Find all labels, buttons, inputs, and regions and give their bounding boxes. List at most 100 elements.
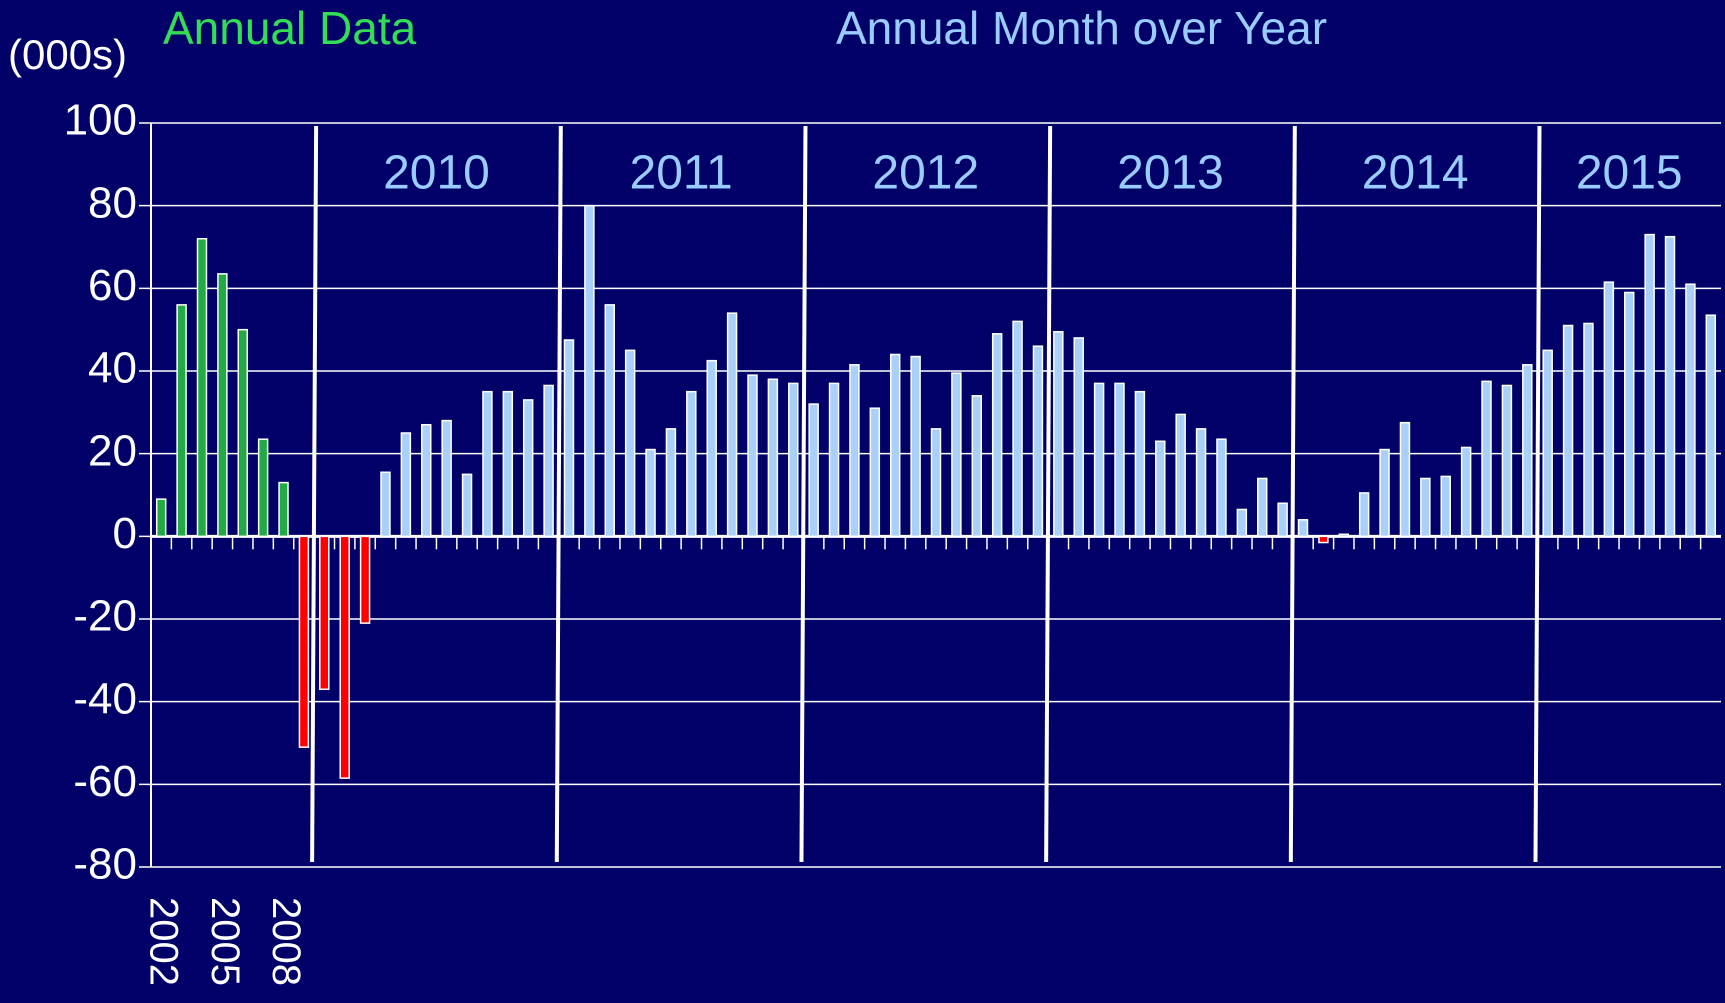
x-tick-label: 2005 xyxy=(203,897,247,986)
bar xyxy=(706,359,717,538)
group-label: 2015 xyxy=(1576,147,1683,200)
group-separator xyxy=(1288,125,1297,863)
y-tick-label: -40 xyxy=(73,674,137,723)
bar xyxy=(1562,324,1574,538)
x-tick-label: 2008 xyxy=(264,897,308,986)
bar xyxy=(339,535,350,779)
bar xyxy=(380,471,391,538)
bar xyxy=(828,382,840,538)
bar xyxy=(624,349,636,538)
y-tick-label: 40 xyxy=(88,344,137,393)
bar xyxy=(482,390,493,538)
group-label: 2013 xyxy=(1117,147,1224,200)
bar xyxy=(1318,535,1329,544)
group-label: 2012 xyxy=(872,147,979,200)
series-title: Annual Month over Year xyxy=(836,2,1327,54)
bar xyxy=(1358,492,1370,538)
bar xyxy=(237,328,248,538)
bar xyxy=(971,395,983,538)
bar xyxy=(196,237,208,538)
bar xyxy=(1705,314,1717,538)
bar xyxy=(359,535,371,624)
bar xyxy=(1420,477,1431,538)
y-tick-label: 20 xyxy=(88,426,137,475)
bar xyxy=(1134,390,1146,538)
y-axis-label: (000s) xyxy=(8,31,127,78)
bar xyxy=(421,423,432,538)
bar xyxy=(1399,421,1411,538)
bar xyxy=(543,384,554,538)
group-separator xyxy=(1044,125,1053,863)
bar xyxy=(889,353,901,538)
group-separator xyxy=(554,125,563,863)
bar xyxy=(1114,382,1125,538)
bar xyxy=(1644,233,1655,538)
bar xyxy=(930,428,942,538)
bar xyxy=(400,432,412,538)
bar xyxy=(1603,281,1615,538)
bar xyxy=(747,374,758,538)
bar xyxy=(1522,364,1533,538)
bar xyxy=(1155,440,1166,538)
bar xyxy=(1481,380,1492,538)
bar xyxy=(645,448,656,538)
bar xyxy=(1542,349,1553,538)
bar xyxy=(298,535,310,748)
bar xyxy=(1583,322,1594,538)
bar xyxy=(1236,508,1248,538)
bar xyxy=(1338,533,1350,538)
bar xyxy=(1379,448,1390,538)
bar xyxy=(808,403,819,538)
y-tick-label: 100 xyxy=(64,96,137,145)
bar xyxy=(257,438,269,538)
bar xyxy=(584,204,595,538)
x-tick-label: 2002 xyxy=(142,897,186,986)
bar xyxy=(1664,235,1676,538)
bar xyxy=(461,473,473,538)
bar xyxy=(1073,337,1084,538)
bar xyxy=(217,273,228,538)
bar xyxy=(1685,283,1696,538)
group-separator xyxy=(799,125,808,863)
bar xyxy=(1460,446,1472,538)
bar xyxy=(991,333,1003,538)
group-separator xyxy=(310,125,319,863)
bar xyxy=(869,407,881,538)
bar xyxy=(1501,384,1513,538)
bar xyxy=(441,419,452,538)
bar xyxy=(1053,330,1064,538)
bar xyxy=(522,399,534,538)
bar xyxy=(726,312,738,538)
bar xyxy=(1440,475,1451,538)
bar xyxy=(849,364,860,538)
bar xyxy=(1195,428,1207,538)
bar xyxy=(767,378,779,538)
bar xyxy=(686,390,697,538)
bar xyxy=(1093,382,1105,538)
y-tick-label: -20 xyxy=(73,592,137,641)
bar xyxy=(910,355,921,538)
group-label: 2014 xyxy=(1362,147,1469,200)
bar xyxy=(604,304,616,538)
bar xyxy=(951,372,962,538)
group-label: 2011 xyxy=(630,147,733,200)
bar xyxy=(1032,345,1044,538)
bar xyxy=(155,498,167,538)
y-tick-label: 80 xyxy=(88,178,137,227)
bar xyxy=(1277,502,1288,538)
bar xyxy=(1012,320,1023,538)
group-separator xyxy=(1533,125,1542,863)
bar xyxy=(319,535,330,691)
bar xyxy=(1175,413,1186,538)
bar xyxy=(1256,477,1268,538)
bar xyxy=(788,382,799,538)
bar xyxy=(176,304,187,538)
y-tick-label: -80 xyxy=(73,840,137,889)
y-tick-label: 60 xyxy=(88,261,137,310)
bar xyxy=(1216,438,1227,538)
bar xyxy=(1624,291,1635,538)
bar xyxy=(665,428,677,538)
y-tick-label: -60 xyxy=(73,757,137,806)
group-label: 2010 xyxy=(383,147,490,200)
